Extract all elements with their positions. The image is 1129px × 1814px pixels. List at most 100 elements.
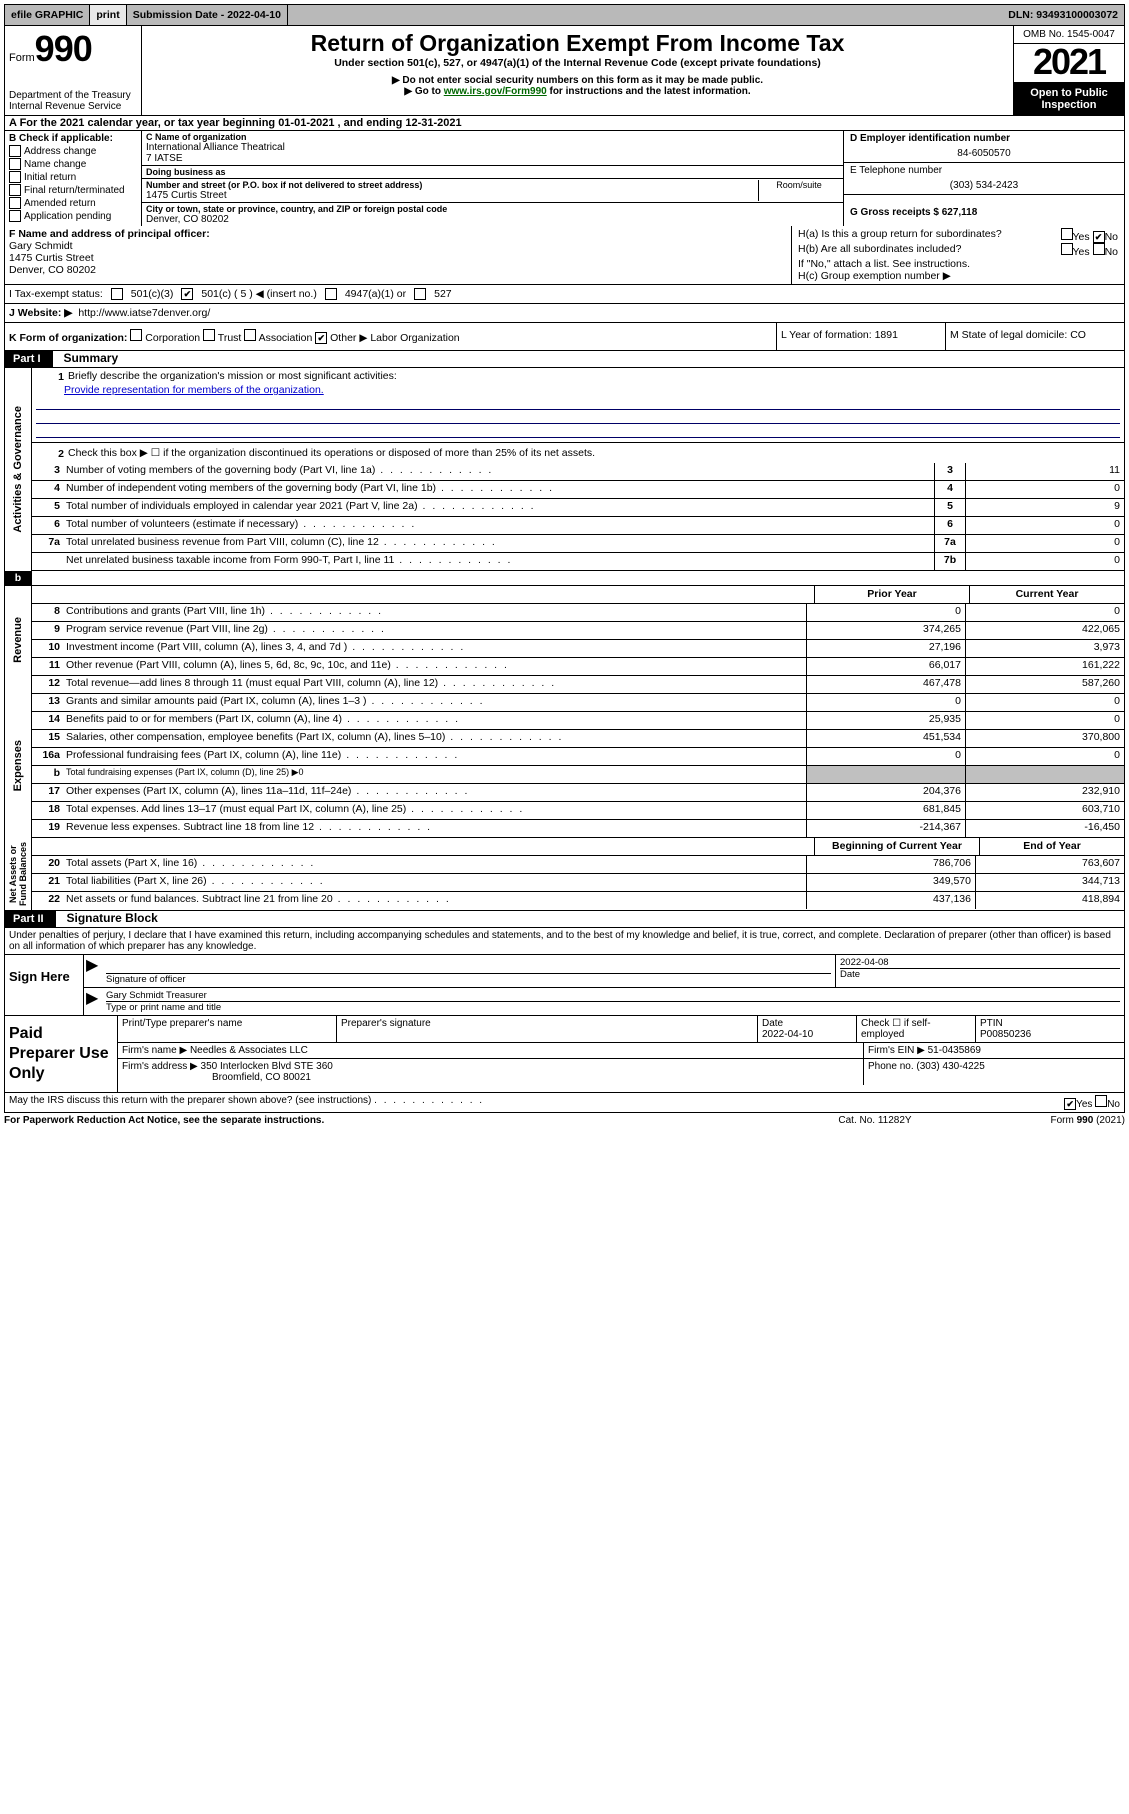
revenue-line: 9Program service revenue (Part VIII, lin… (32, 622, 1124, 640)
line-1: 1Briefly describe the organization's mis… (32, 368, 1124, 443)
col-c-org-info: C Name of organization International All… (142, 131, 843, 226)
sig-date-label: Date (840, 968, 1120, 980)
ein-value: 84-6050570 (850, 144, 1118, 159)
paid-row-1: Print/Type preparer's name Preparer's si… (118, 1016, 1124, 1043)
instr-2: ▶ Go to www.irs.gov/Form990 for instruct… (148, 86, 1007, 97)
side-revenue: Revenue (5, 586, 32, 694)
cb-501c[interactable] (181, 288, 193, 300)
part1-title: Summary (55, 349, 126, 367)
dba-row: Doing business as (142, 166, 843, 179)
l-year: L Year of formation: 1891 (776, 323, 945, 350)
row-a-tax-year: A For the 2021 calendar year, or tax yea… (4, 116, 1125, 131)
city-row: City or town, state or province, country… (142, 203, 843, 226)
net-header: Beginning of Current Year End of Year (32, 838, 1124, 856)
mission-text[interactable]: Provide representation for members of th… (64, 384, 324, 396)
part2-header-row: Part II Signature Block (4, 911, 1125, 928)
block-expenses: Expenses 13Grants and similar amounts pa… (4, 694, 1125, 838)
signature-block: Under penalties of perjury, I declare th… (4, 928, 1125, 1016)
cb-discuss-yes[interactable] (1064, 1098, 1076, 1110)
b-spacer: b (4, 571, 1125, 586)
cb-hb-no[interactable] (1093, 243, 1105, 255)
side-expenses: Expenses (5, 694, 32, 838)
cb-hb-yes[interactable] (1061, 243, 1073, 255)
open-inspection-badge: Open to Public Inspection (1014, 83, 1124, 115)
revenue-line: 12Total revenue—add lines 8 through 11 (… (32, 676, 1124, 694)
summary-line: 5Total number of individuals employed in… (32, 499, 1124, 517)
netassets-line: 21Total liabilities (Part X, line 26)349… (32, 874, 1124, 892)
block-netassets: Net Assets or Fund Balances Beginning of… (4, 838, 1125, 911)
col-b-label: B Check if applicable: (9, 133, 137, 144)
cb-assoc[interactable] (244, 329, 256, 341)
irs-link[interactable]: www.irs.gov/Form990 (444, 86, 547, 97)
arrow-icon: ▶ (84, 955, 102, 987)
summary-line: Net unrelated business taxable income fr… (32, 553, 1124, 571)
cb-ha-no[interactable] (1093, 231, 1105, 243)
cb-address-change[interactable]: Address change (9, 145, 137, 157)
cb-initial-return[interactable]: Initial return (9, 171, 137, 183)
cb-4947[interactable] (325, 288, 337, 300)
phone-value: (303) 534-2423 (850, 176, 1118, 191)
street-row: Number and street (or P.O. box if not de… (142, 179, 843, 203)
cb-amended-return[interactable]: Amended return (9, 197, 137, 209)
netassets-line: 20Total assets (Part X, line 16)786,7067… (32, 856, 1124, 874)
cb-other[interactable] (315, 332, 327, 344)
expense-line: 19Revenue less expenses. Subtract line 1… (32, 820, 1124, 838)
activities-content: 1Briefly describe the organization's mis… (32, 368, 1124, 571)
form-header-center: Return of Organization Exempt From Incom… (142, 26, 1013, 115)
h-section: H(a) Is this a group return for subordin… (791, 226, 1124, 284)
k-l-m-row: K Form of organization: Corporation Trus… (4, 322, 1125, 351)
cb-application-pending[interactable]: Application pending (9, 210, 137, 222)
ein-row: D Employer identification number 84-6050… (844, 131, 1124, 163)
print-button[interactable]: print (90, 5, 126, 25)
cb-ha-yes[interactable] (1061, 228, 1073, 240)
col-b-checkboxes: B Check if applicable: Address change Na… (5, 131, 142, 226)
block-activities: Activities & Governance 1Briefly describ… (4, 368, 1125, 571)
form-number: Form990 (9, 28, 137, 70)
discuss-row: May the IRS discuss this return with the… (4, 1093, 1125, 1113)
sig-officer-label: Signature of officer (106, 973, 831, 985)
netassets-line: 22Net assets or fund balances. Subtract … (32, 892, 1124, 909)
expense-line: bTotal fundraising expenses (Part IX, co… (32, 766, 1124, 784)
principal-officer: F Name and address of principal officer:… (5, 226, 791, 284)
ha-line: H(a) Is this a group return for subordin… (798, 228, 1118, 243)
summary-line: 3Number of voting members of the governi… (32, 463, 1124, 481)
instr-1: ▶ Do not enter social security numbers o… (148, 75, 1007, 86)
top-bar: efile GRAPHIC print Submission Date - 20… (4, 4, 1125, 26)
m-state: M State of legal domicile: CO (945, 323, 1124, 350)
summary-line: 7aTotal unrelated business revenue from … (32, 535, 1124, 553)
revenue-line: 10Investment income (Part VIII, column (… (32, 640, 1124, 658)
expense-line: 14Benefits paid to or for members (Part … (32, 712, 1124, 730)
expense-line: 13Grants and similar amounts paid (Part … (32, 694, 1124, 712)
dept-label: Department of the Treasury Internal Reve… (9, 90, 137, 112)
cb-discuss-no[interactable] (1095, 1095, 1107, 1107)
cb-501c3[interactable] (111, 288, 123, 300)
part2-badge: Part II (5, 911, 56, 927)
website-url[interactable]: http://www.iatse7denver.org/ (78, 307, 210, 319)
cb-final-return[interactable]: Final return/terminated (9, 184, 137, 196)
officer-city: Denver, CO 80202 (9, 264, 96, 276)
netassets-content: Beginning of Current Year End of Year 20… (32, 838, 1124, 910)
phone-row: E Telephone number (303) 534-2423 (844, 163, 1124, 195)
form-header: Form990 Department of the Treasury Inter… (4, 26, 1125, 116)
cb-corp[interactable] (130, 329, 142, 341)
cb-name-change[interactable]: Name change (9, 158, 137, 170)
paid-preparer-label: Paid Preparer Use Only (5, 1016, 117, 1092)
sign-here-label: Sign Here (5, 955, 84, 1015)
form-title: Return of Organization Exempt From Incom… (148, 30, 1007, 57)
website-row: J Website: ▶ http://www.iatse7denver.org… (4, 303, 1125, 322)
hb-note: If "No," attach a list. See instructions… (798, 258, 1118, 270)
tax-exempt-row: I Tax-exempt status: 501(c)(3) 501(c) ( … (4, 284, 1125, 303)
revenue-line: 8Contributions and grants (Part VIII, li… (32, 604, 1124, 622)
paid-row-2: Firm's name ▶ Needles & Associates LLC F… (118, 1043, 1124, 1059)
revenue-line: 11Other revenue (Part VIII, column (A), … (32, 658, 1124, 676)
form-header-left: Form990 Department of the Treasury Inter… (5, 26, 142, 115)
footer-bottom: For Paperwork Reduction Act Notice, see … (4, 1113, 1125, 1128)
cb-527[interactable] (414, 288, 426, 300)
header-grid: B Check if applicable: Address change Na… (4, 131, 1125, 226)
hc-line: H(c) Group exemption number ▶ (798, 270, 1118, 282)
summary-line: 4Number of independent voting members of… (32, 481, 1124, 499)
officer-name: Gary Schmidt (9, 240, 73, 252)
cb-trust[interactable] (203, 329, 215, 341)
gross-receipts-row: G Gross receipts $ 627,118 (844, 195, 1124, 226)
street-address: 1475 Curtis Street (146, 190, 758, 201)
